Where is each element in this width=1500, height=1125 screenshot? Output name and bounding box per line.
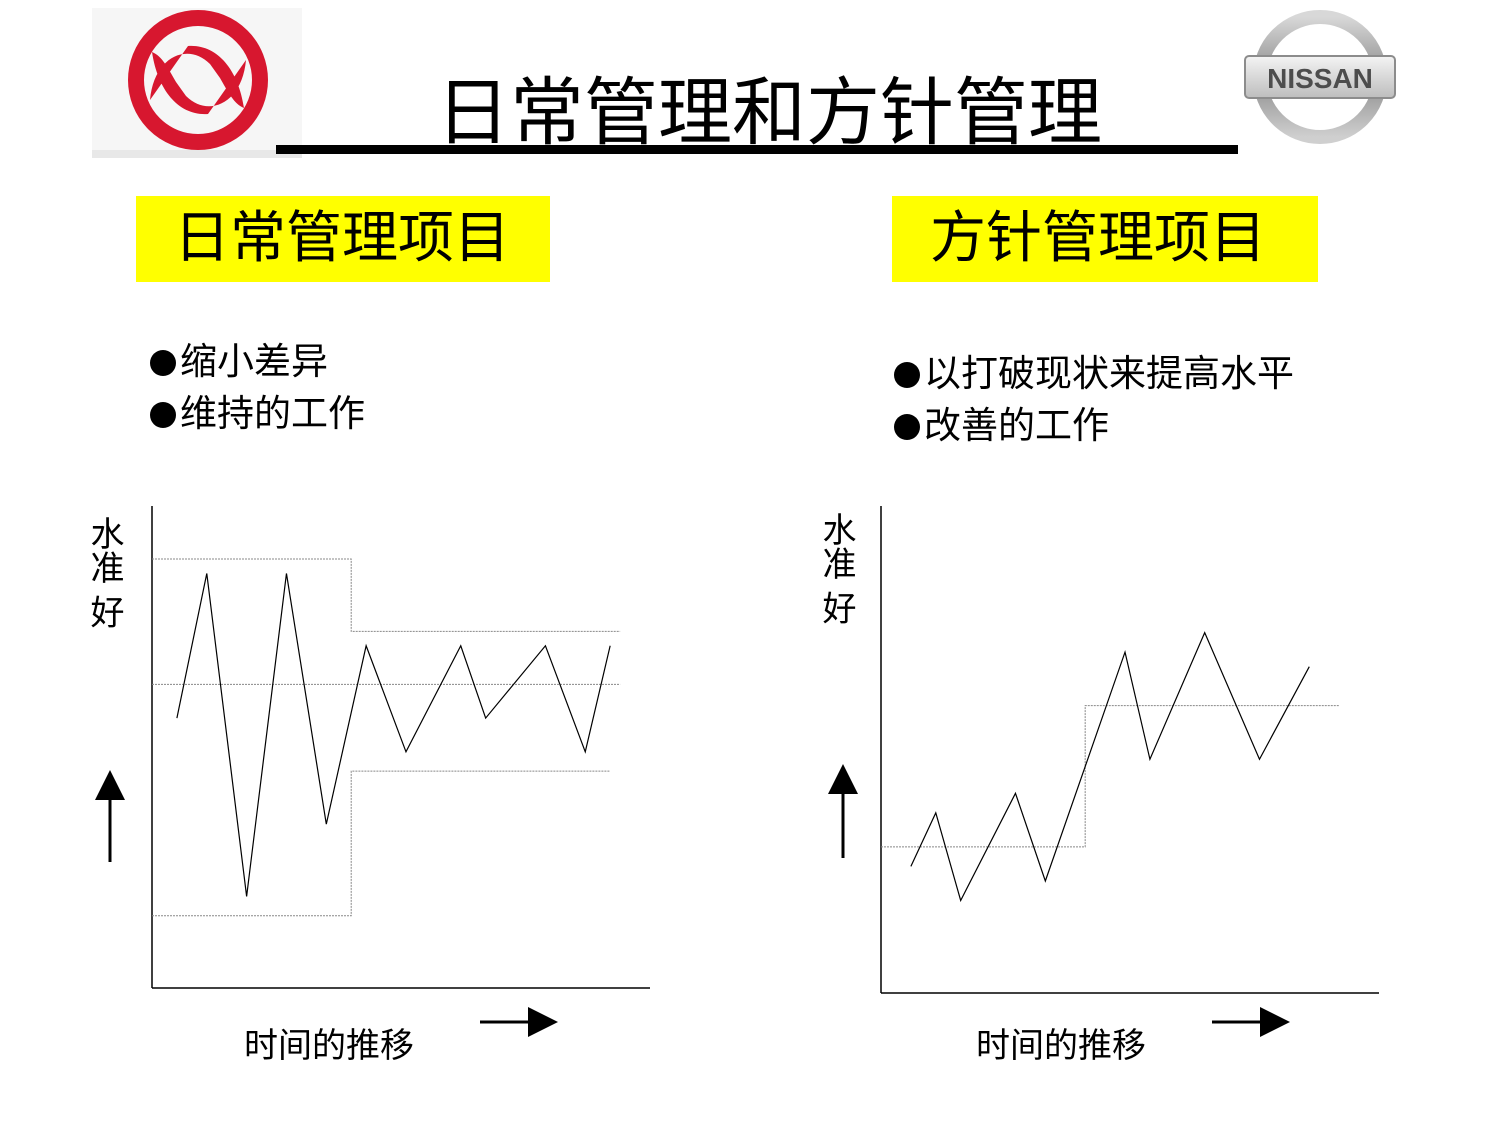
right-bullet-item: 改善的工作 — [894, 400, 1294, 452]
left-guide-lower-steps — [152, 770, 611, 917]
left-chart — [151, 506, 650, 989]
left-bullet-text: 维持的工作 — [180, 392, 365, 435]
left-guide-upper-steps — [152, 558, 621, 632]
bullet-icon — [150, 402, 176, 428]
bullet-icon — [894, 414, 920, 440]
right-heading: 方针管理项目 — [892, 196, 1318, 282]
left-bullet-list: 缩小差异 维持的工作 — [150, 336, 365, 440]
left-series-line — [176, 573, 611, 897]
bullet-icon — [894, 362, 920, 388]
left-bullet-item: 缩小差异 — [150, 336, 365, 388]
dongfeng-logo — [92, 8, 302, 158]
left-bullet-text: 缩小差异 — [180, 340, 328, 383]
left-heading: 日常管理项目 — [136, 196, 550, 282]
page-title: 日常管理和方针管理 — [436, 70, 1102, 156]
right-guide-steps — [881, 705, 1340, 848]
left-chart-x-label: 时间的推移 — [244, 1026, 414, 1066]
left-chart-y-label: 水准 好 — [84, 516, 124, 629]
nissan-logo: NISSAN — [1240, 2, 1400, 152]
right-series-line — [910, 631, 1310, 903]
bullet-icon — [150, 350, 176, 376]
right-bullet-text: 以打破现状来提高水平 — [924, 352, 1294, 395]
title-underline — [276, 145, 1238, 154]
left-bullet-item: 维持的工作 — [150, 388, 365, 440]
right-bullet-list: 以打破现状来提高水平 改善的工作 — [894, 348, 1294, 452]
right-bullet-item: 以打破现状来提高水平 — [894, 348, 1294, 400]
right-chart — [880, 506, 1379, 994]
nissan-logo-text: NISSAN — [1267, 63, 1373, 94]
right-chart-x-label: 时间的推移 — [976, 1026, 1146, 1066]
right-chart-y-label: 水准 好 — [816, 512, 856, 625]
right-bullet-text: 改善的工作 — [924, 404, 1109, 447]
